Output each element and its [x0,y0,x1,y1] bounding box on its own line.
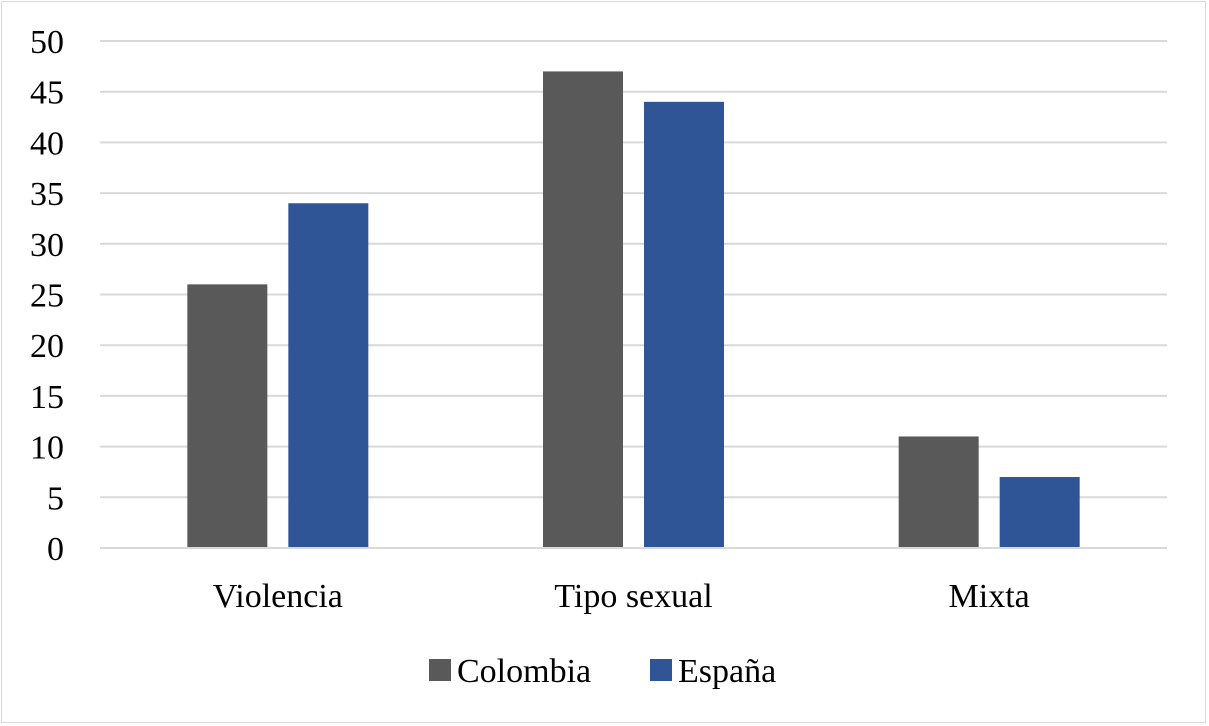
y-tick-label: 30 [30,227,64,264]
bar-colombia-2 [898,436,979,548]
bars [187,71,1080,549]
legend-swatch-españa [650,659,672,681]
bar-españa-2 [999,477,1080,548]
x-category-label: Violencia [213,578,343,615]
y-axis-tick-labels: 0 5 10 15 20 25 30 35 40 45 50 [30,24,64,568]
legend-label: Colombia [457,653,591,690]
bar-españa-0 [288,203,369,549]
bar-españa-1 [644,101,724,548]
y-tick-label: 25 [30,278,64,315]
bar-colombia-0 [187,284,268,548]
legend-label: España [678,653,776,690]
y-tick-label: 45 [30,75,64,112]
x-axis-category-labels: Violencia Tipo sexual Mixta [213,578,1030,615]
x-category-label: Mixta [949,578,1030,615]
y-tick-label: 40 [30,125,64,162]
bar-colombia-1 [543,71,623,549]
y-tick-label: 0 [47,531,64,568]
y-tick-label: 10 [30,430,64,467]
y-tick-label: 15 [30,379,64,416]
y-tick-label: 20 [30,328,64,365]
y-tick-label: 35 [30,176,64,213]
gridlines [100,40,1167,499]
legend: Colombia España [429,653,776,690]
y-tick-label: 5 [47,480,64,517]
legend-swatch-colombia [429,659,451,681]
y-tick-label: 50 [30,24,64,61]
x-category-label: Tipo sexual [554,578,712,615]
